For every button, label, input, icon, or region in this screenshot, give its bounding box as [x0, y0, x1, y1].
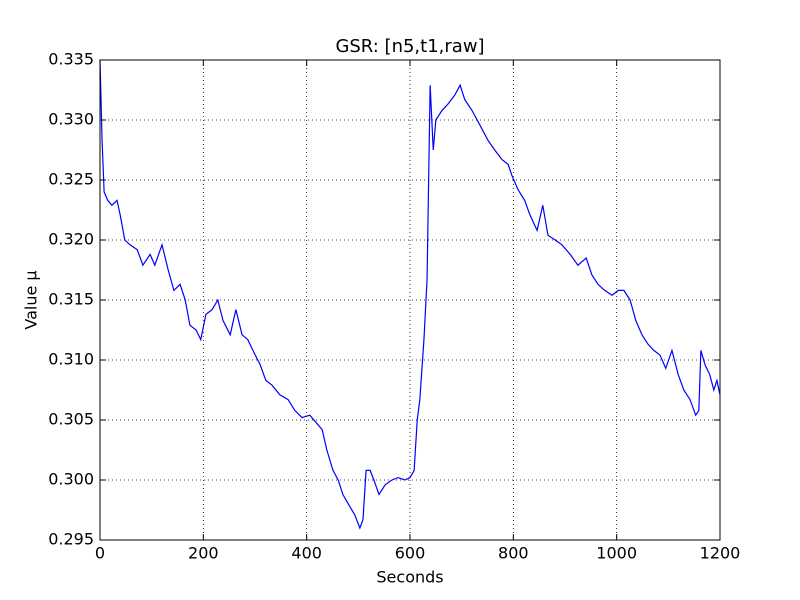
y-tick-label: 0.335 — [48, 50, 94, 69]
y-tick-label: 0.325 — [48, 170, 94, 189]
y-axis-label: Value µ — [22, 270, 41, 329]
y-tick-label: 0.315 — [48, 290, 94, 309]
y-tick-label: 0.310 — [48, 350, 94, 369]
x-axis-label: Seconds — [376, 568, 443, 587]
x-tick-label: 1000 — [596, 544, 637, 563]
y-tick-label: 0.330 — [48, 110, 94, 129]
y-tick-label: 0.295 — [48, 530, 94, 549]
x-tick-label: 200 — [188, 544, 219, 563]
y-tick-label: 0.305 — [48, 410, 94, 429]
chart-title: GSR: [n5,t1,raw] — [335, 36, 484, 57]
data-line — [99, 59, 721, 530]
x-tick-label: 0 — [95, 544, 105, 563]
y-tick-label: 0.320 — [48, 230, 94, 249]
x-tick-label: 800 — [498, 544, 529, 563]
x-tick-label: 400 — [291, 544, 322, 563]
x-tick-label: 600 — [395, 544, 426, 563]
x-tick-label: 1200 — [700, 544, 741, 563]
plot-frame — [99, 59, 721, 541]
y-tick-label: 0.300 — [48, 470, 94, 489]
